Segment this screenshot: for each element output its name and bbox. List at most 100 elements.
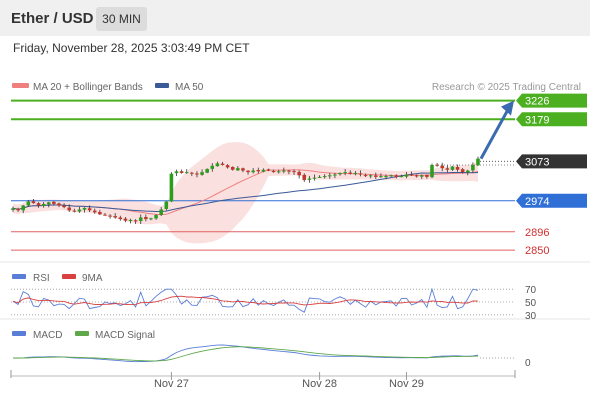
candle xyxy=(445,168,450,170)
candle xyxy=(455,167,460,170)
candle xyxy=(404,174,409,177)
rsi-panel: RSI 9MA xyxy=(12,273,103,284)
candle xyxy=(26,201,31,206)
candle xyxy=(46,202,51,205)
candle xyxy=(82,207,87,210)
candle xyxy=(230,167,235,170)
candle xyxy=(302,174,307,181)
candle xyxy=(307,178,312,180)
bollinger-bands xyxy=(13,142,478,244)
candle xyxy=(256,170,261,172)
candle xyxy=(11,208,15,210)
legend-rsi: RSI xyxy=(33,273,50,284)
rsi-line xyxy=(12,287,479,313)
level-label-text: 3179 xyxy=(525,114,549,126)
candle xyxy=(103,214,107,216)
macd-line xyxy=(12,344,479,363)
candle xyxy=(465,170,470,173)
rsi-legend-swatch xyxy=(12,274,26,279)
candle xyxy=(108,215,112,217)
candle xyxy=(425,174,429,177)
level-label-text: 2896 xyxy=(525,227,549,239)
candle xyxy=(287,170,291,172)
candle xyxy=(41,203,46,206)
candle xyxy=(384,176,388,178)
legend-macd-signal: MACD Signal xyxy=(95,330,155,341)
candle xyxy=(123,218,128,221)
legend-rsi-ma: 9MA xyxy=(82,273,103,284)
rsi-level-label: 30 xyxy=(525,311,537,322)
timestamp: Friday, November 28, 2025 3:03:49 PM CET xyxy=(13,41,250,55)
candle xyxy=(210,165,215,169)
level-label-text: 3073 xyxy=(525,156,549,168)
candle xyxy=(460,169,465,173)
candle xyxy=(98,211,102,215)
candle xyxy=(154,215,158,219)
ma50-legend-swatch xyxy=(155,83,169,88)
candle xyxy=(241,168,245,171)
level-label-box xyxy=(516,154,587,169)
candle xyxy=(476,158,480,166)
candle xyxy=(133,220,138,222)
forecast-arrowhead xyxy=(501,100,514,116)
candle xyxy=(271,170,276,173)
candle xyxy=(57,203,61,206)
candle xyxy=(179,171,184,173)
candle xyxy=(67,207,71,211)
level-label-3226: 3226 xyxy=(516,93,587,108)
candle xyxy=(205,168,209,173)
candle xyxy=(343,172,347,174)
candle xyxy=(144,217,148,220)
legend-ma50: MA 50 xyxy=(175,82,204,93)
candle xyxy=(261,169,266,172)
candle xyxy=(394,175,399,177)
candle xyxy=(169,173,174,202)
candle xyxy=(379,176,383,178)
header-bar: Ether / USD 30 MIN xyxy=(0,0,590,36)
timeframe-button[interactable]: 30 MIN xyxy=(96,7,147,31)
rsi-level-label: 50 xyxy=(525,298,537,309)
candle xyxy=(276,171,281,173)
credit-text: Research © 2025 Trading Central xyxy=(432,82,581,93)
candle xyxy=(450,166,455,170)
candle xyxy=(195,173,199,175)
candle xyxy=(113,216,117,218)
ma50-line xyxy=(12,172,479,213)
candle xyxy=(77,209,82,212)
candle xyxy=(399,176,404,178)
candle xyxy=(62,205,66,208)
candle xyxy=(368,175,373,177)
legend-ma20: MA 20 + Bollinger Bands xyxy=(33,82,143,93)
level-label-3179: 3179 xyxy=(516,112,587,127)
candle xyxy=(292,171,296,173)
forecast-arrow xyxy=(479,108,510,160)
candle xyxy=(317,176,322,178)
level-label-text: 2850 xyxy=(525,245,549,257)
level-label-text: 3226 xyxy=(525,96,549,108)
rsi-ma-line xyxy=(12,295,479,306)
candle xyxy=(435,164,439,166)
candle xyxy=(118,217,123,220)
macd-signal-line xyxy=(13,346,479,362)
symbol-title: Ether / USD xyxy=(11,10,94,27)
candle xyxy=(430,164,434,178)
rsi-ma-legend-swatch xyxy=(62,274,76,279)
candle xyxy=(36,203,41,206)
candle xyxy=(200,172,204,175)
price-panel: MA 20 + Bollinger Bands MA 50 Research ©… xyxy=(12,82,581,93)
candle xyxy=(21,205,26,211)
candle xyxy=(138,217,143,222)
candle xyxy=(87,208,92,211)
level-label-2974: 2974 xyxy=(516,193,587,208)
candle xyxy=(297,171,301,176)
macd-legend-swatch xyxy=(12,331,26,336)
candle xyxy=(389,175,393,177)
candle xyxy=(31,201,36,204)
candle xyxy=(164,201,169,209)
candle xyxy=(72,210,77,212)
candle xyxy=(409,174,414,176)
candle xyxy=(92,210,97,213)
candle xyxy=(312,177,317,179)
candle xyxy=(225,165,230,168)
